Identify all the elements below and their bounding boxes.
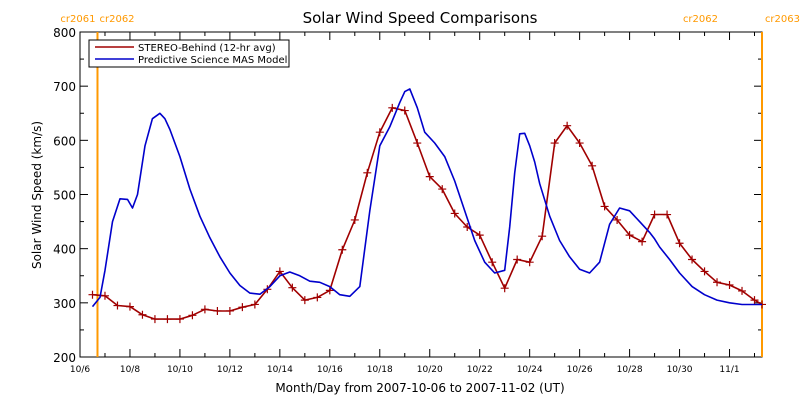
data-point-marker [113, 301, 122, 310]
data-point-marker [300, 296, 309, 305]
data-point-marker [488, 258, 497, 267]
data-point-marker [525, 258, 534, 267]
x-tick-label: 10/20 [417, 365, 443, 375]
data-point-marker [275, 267, 284, 276]
data-point-marker [388, 103, 397, 112]
y-axis-label: Solar Wind Speed (km/s) [30, 121, 44, 269]
cr-label-right: cr2062 [99, 14, 134, 25]
chart-layer: 200 300 400 500 600 700 800 10/6 10/8 10/10 10/12 1… [53, 14, 800, 375]
data-point-marker [650, 210, 659, 219]
data-point-marker [175, 315, 184, 324]
x-tick-label: 10/28 [617, 365, 643, 375]
data-point-marker [188, 311, 197, 320]
data-point-marker [538, 232, 547, 241]
x-tick-label: 10/30 [667, 365, 693, 375]
x-tick-label: 10/24 [517, 365, 543, 375]
data-point-marker [738, 286, 747, 295]
data-point-marker [550, 139, 559, 148]
data-point-marker [675, 239, 684, 248]
data-point-marker [425, 172, 434, 181]
data-point-marker [688, 255, 697, 264]
y-tick-label: 700 [53, 80, 76, 94]
data-point-marker [400, 106, 409, 115]
data-point-marker [713, 278, 722, 287]
data-point-marker [338, 245, 347, 254]
data-point-marker [725, 280, 734, 289]
data-point-marker [88, 290, 97, 299]
data-point-marker [375, 128, 384, 137]
data-point-marker [313, 293, 322, 302]
data-point-marker [100, 291, 109, 300]
x-tick-label: 10/6 [70, 365, 90, 375]
data-point-marker [225, 306, 234, 315]
data-point-marker [663, 210, 672, 219]
data-point-marker [200, 305, 209, 314]
x-tick-label: 10/16 [317, 365, 343, 375]
data-point-marker [575, 139, 584, 148]
cr-label-left: cr2062 [683, 14, 718, 25]
y-tick-label: 500 [53, 189, 76, 203]
series-line-1 [91, 88, 762, 308]
x-tick-label: 10/8 [120, 365, 140, 375]
y-tick-label: 300 [53, 297, 76, 311]
data-point-marker [450, 209, 459, 218]
x-tick-label: 10/18 [367, 365, 393, 375]
legend-label-stereo: STEREO-Behind (12-hr avg) [138, 43, 276, 54]
data-point-marker [250, 300, 259, 309]
data-point-marker [363, 168, 372, 177]
legend: STEREO-Behind (12-hr avg) Predictive Sci… [88, 39, 290, 68]
data-point-marker [475, 231, 484, 240]
data-point-marker [500, 284, 509, 293]
data-point-marker [750, 296, 759, 305]
data-point-marker [613, 215, 622, 224]
data-point-marker [563, 121, 572, 130]
x-tick-label: 10/14 [267, 365, 293, 375]
data-point-marker [438, 185, 447, 194]
x-tick-label: 10/12 [217, 365, 243, 375]
data-point-marker [288, 283, 297, 292]
data-point-marker [213, 306, 222, 315]
y-tick-label: 200 [53, 351, 76, 365]
data-point-marker [700, 267, 709, 276]
cr-label-left: cr2061 [60, 14, 95, 25]
x-tick-label: 11/1 [719, 365, 739, 375]
data-point-marker [238, 303, 247, 312]
x-tick-label: 10/26 [567, 365, 593, 375]
data-point-marker [600, 202, 609, 211]
y-tick-label: 600 [53, 134, 76, 148]
y-tick-label: 400 [53, 243, 76, 257]
data-point-marker [513, 255, 522, 264]
data-point-marker [588, 161, 597, 170]
cr-label-right: cr2063 [765, 14, 800, 25]
data-point-marker [325, 286, 334, 295]
data-point-marker [150, 315, 159, 324]
data-point-marker [625, 231, 634, 240]
y-tick-label: 800 [53, 26, 76, 40]
x-tick-label: 10/10 [167, 365, 193, 375]
data-point-marker [163, 315, 172, 324]
x-tick-label: 10/22 [467, 365, 493, 375]
x-axis-label: Month/Day from 2007-10-06 to 2007-11-02 … [275, 381, 564, 395]
legend-box [88, 39, 290, 68]
data-point-marker [638, 237, 647, 246]
legend-label-mas: Predictive Science MAS Model [138, 55, 287, 66]
data-point-marker [125, 302, 134, 311]
chart-title: Solar Wind Speed Comparisons [303, 9, 538, 27]
data-point-marker [413, 139, 422, 148]
data-point-marker [138, 310, 147, 319]
data-point-marker [350, 215, 359, 224]
